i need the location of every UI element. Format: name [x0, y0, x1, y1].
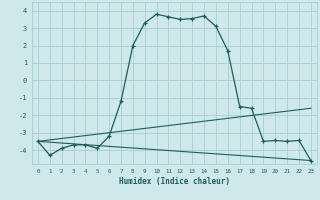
X-axis label: Humidex (Indice chaleur): Humidex (Indice chaleur) [119, 177, 230, 186]
